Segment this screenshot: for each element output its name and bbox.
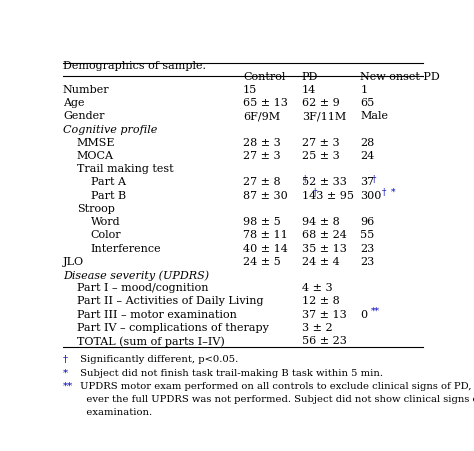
Text: ever the full UPDRS was not performed. Subject did not show clinical signs of PD: ever the full UPDRS was not performed. S… bbox=[77, 394, 474, 403]
Text: 15: 15 bbox=[243, 85, 257, 95]
Text: Disease severity (UPDRS): Disease severity (UPDRS) bbox=[63, 269, 209, 280]
Text: examination.: examination. bbox=[77, 407, 152, 416]
Text: Part IV – complications of therapy: Part IV – complications of therapy bbox=[77, 322, 269, 332]
Text: Significantly different, p<0.05.: Significantly different, p<0.05. bbox=[77, 354, 238, 364]
Text: 23: 23 bbox=[360, 256, 375, 266]
Text: 3F/11M: 3F/11M bbox=[301, 111, 346, 121]
Text: 55: 55 bbox=[360, 230, 375, 240]
Text: 24 ± 4: 24 ± 4 bbox=[301, 256, 339, 266]
Text: †: † bbox=[63, 354, 68, 364]
Text: 68 ± 24: 68 ± 24 bbox=[301, 230, 346, 240]
Text: 35 ± 13: 35 ± 13 bbox=[301, 243, 346, 253]
Text: 143 ± 95: 143 ± 95 bbox=[301, 190, 354, 200]
Text: 94 ± 8: 94 ± 8 bbox=[301, 216, 339, 226]
Text: Number: Number bbox=[63, 85, 109, 95]
Text: †: † bbox=[372, 174, 376, 183]
Text: **: ** bbox=[371, 306, 380, 315]
Text: JLO: JLO bbox=[63, 256, 84, 266]
Text: †: † bbox=[303, 174, 308, 183]
Text: Part B: Part B bbox=[91, 190, 126, 200]
Text: 24: 24 bbox=[360, 151, 375, 161]
Text: 37 ± 13: 37 ± 13 bbox=[301, 309, 346, 319]
Text: Part III – motor examination: Part III – motor examination bbox=[77, 309, 237, 319]
Text: 300: 300 bbox=[360, 190, 382, 200]
Text: Word: Word bbox=[91, 216, 120, 226]
Text: 24 ± 5: 24 ± 5 bbox=[243, 256, 281, 266]
Text: 3 ± 2: 3 ± 2 bbox=[301, 322, 332, 332]
Text: 23: 23 bbox=[360, 243, 375, 253]
Text: 6F/9M: 6F/9M bbox=[243, 111, 280, 121]
Text: MOCA: MOCA bbox=[77, 151, 114, 161]
Text: Cognitive profile: Cognitive profile bbox=[63, 124, 157, 134]
Text: Demographics of sample.: Demographics of sample. bbox=[63, 61, 206, 71]
Text: 62 ± 9: 62 ± 9 bbox=[301, 98, 339, 108]
Text: New onset PD: New onset PD bbox=[360, 71, 440, 82]
Text: Color: Color bbox=[91, 230, 121, 240]
Text: 87 ± 30: 87 ± 30 bbox=[243, 190, 288, 200]
Text: 14: 14 bbox=[301, 85, 316, 95]
Text: Trail making test: Trail making test bbox=[77, 164, 173, 174]
Text: UPDRS motor exam performed on all controls to exclude clinical signs of PD, how-: UPDRS motor exam performed on all contro… bbox=[77, 381, 474, 390]
Text: Part I – mood/cognition: Part I – mood/cognition bbox=[77, 283, 209, 293]
Text: TOTAL (sum of parts I–IV): TOTAL (sum of parts I–IV) bbox=[77, 336, 225, 346]
Text: Subject did not finish task trail-making B task within 5 min.: Subject did not finish task trail-making… bbox=[77, 368, 383, 377]
Text: **: ** bbox=[63, 381, 73, 390]
Text: Male: Male bbox=[360, 111, 389, 121]
Text: 12 ± 8: 12 ± 8 bbox=[301, 296, 339, 306]
Text: 37: 37 bbox=[360, 177, 374, 187]
Text: 40 ± 14: 40 ± 14 bbox=[243, 243, 288, 253]
Text: 98 ± 5: 98 ± 5 bbox=[243, 216, 281, 226]
Text: Interference: Interference bbox=[91, 243, 162, 253]
Text: 52 ± 33: 52 ± 33 bbox=[301, 177, 346, 187]
Text: *: * bbox=[63, 368, 68, 377]
Text: 1: 1 bbox=[360, 85, 368, 95]
Text: †: † bbox=[313, 188, 318, 197]
Text: 25 ± 3: 25 ± 3 bbox=[301, 151, 339, 161]
Text: 56 ± 23: 56 ± 23 bbox=[301, 336, 346, 345]
Text: Gender: Gender bbox=[63, 111, 104, 121]
Text: Control: Control bbox=[243, 71, 285, 82]
Text: 4 ± 3: 4 ± 3 bbox=[301, 283, 332, 293]
Text: *: * bbox=[391, 188, 395, 197]
Text: Part II – Activities of Daily Living: Part II – Activities of Daily Living bbox=[77, 296, 264, 306]
Text: 96: 96 bbox=[360, 216, 375, 226]
Text: 27 ± 3: 27 ± 3 bbox=[243, 151, 281, 161]
Text: MMSE: MMSE bbox=[77, 138, 115, 147]
Text: PD: PD bbox=[301, 71, 318, 82]
Text: Stroop: Stroop bbox=[77, 203, 115, 213]
Text: 65 ± 13: 65 ± 13 bbox=[243, 98, 288, 108]
Text: Age: Age bbox=[63, 98, 84, 108]
Text: 27 ± 3: 27 ± 3 bbox=[301, 138, 339, 147]
Text: 65: 65 bbox=[360, 98, 375, 108]
Text: 28: 28 bbox=[360, 138, 375, 147]
Text: 0: 0 bbox=[360, 309, 368, 319]
Text: †: † bbox=[382, 188, 386, 197]
Text: Part A: Part A bbox=[91, 177, 126, 187]
Text: 78 ± 11: 78 ± 11 bbox=[243, 230, 288, 240]
Text: 28 ± 3: 28 ± 3 bbox=[243, 138, 281, 147]
Text: 27 ± 8: 27 ± 8 bbox=[243, 177, 281, 187]
